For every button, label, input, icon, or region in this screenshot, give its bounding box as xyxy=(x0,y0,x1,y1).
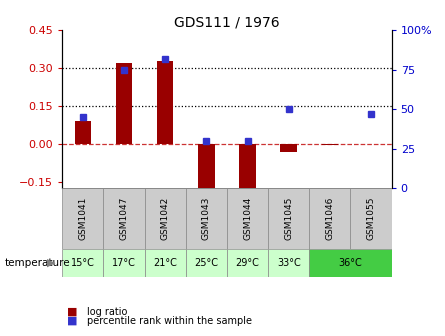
Bar xyxy=(227,188,268,249)
Bar xyxy=(186,249,227,277)
Text: percentile rank within the sample: percentile rank within the sample xyxy=(87,316,252,326)
Text: 29°C: 29°C xyxy=(235,258,259,268)
Text: 33°C: 33°C xyxy=(277,258,300,268)
Text: GSM1042: GSM1042 xyxy=(161,197,170,240)
Bar xyxy=(351,188,392,249)
Text: 21°C: 21°C xyxy=(153,258,177,268)
Text: 36°C: 36°C xyxy=(339,258,362,268)
Text: ■: ■ xyxy=(67,307,77,317)
Bar xyxy=(62,249,104,277)
Text: ■: ■ xyxy=(67,316,77,326)
Text: GSM1046: GSM1046 xyxy=(325,197,334,240)
Text: 25°C: 25°C xyxy=(194,258,218,268)
Bar xyxy=(198,144,214,188)
Bar xyxy=(309,188,351,249)
Bar xyxy=(268,249,309,277)
Bar xyxy=(239,144,256,190)
Bar xyxy=(309,249,392,277)
Bar xyxy=(268,188,309,249)
Bar xyxy=(116,63,132,144)
Bar xyxy=(75,121,91,144)
Bar xyxy=(280,144,297,152)
Text: GSM1044: GSM1044 xyxy=(243,197,252,240)
Text: log ratio: log ratio xyxy=(87,307,127,317)
Text: 15°C: 15°C xyxy=(71,258,95,268)
Bar xyxy=(186,188,227,249)
Text: GSM1047: GSM1047 xyxy=(120,197,129,240)
Text: GSM1045: GSM1045 xyxy=(284,197,293,240)
Bar xyxy=(145,249,186,277)
Text: ▶: ▶ xyxy=(47,258,55,268)
Bar xyxy=(62,188,104,249)
Text: GSM1055: GSM1055 xyxy=(367,197,376,240)
Bar xyxy=(104,188,145,249)
Bar xyxy=(322,144,338,145)
Bar xyxy=(227,249,268,277)
Bar xyxy=(145,188,186,249)
Text: GSM1041: GSM1041 xyxy=(78,197,87,240)
Bar xyxy=(157,60,174,144)
Text: 17°C: 17°C xyxy=(112,258,136,268)
Text: GSM1043: GSM1043 xyxy=(202,197,211,240)
Title: GDS111 / 1976: GDS111 / 1976 xyxy=(174,15,280,29)
Bar xyxy=(104,249,145,277)
Text: temperature: temperature xyxy=(4,258,70,268)
